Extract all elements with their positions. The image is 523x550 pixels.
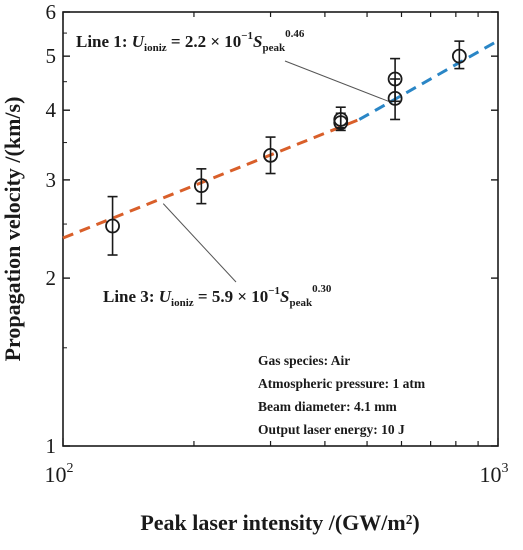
line1-label: Line 1: Uioniz = 2.2 × 10−1Speak0.46 (76, 28, 305, 54)
point-marker (105, 218, 120, 234)
point-marker (193, 178, 209, 194)
data-point (263, 136, 278, 175)
x-tick-label: 103 (480, 461, 509, 487)
line1-leader (284, 60, 389, 102)
y-axis-label: Propagation velocity /(km/s) (0, 97, 25, 362)
info-box: Gas species: Air Atmospheric pressure: 1… (258, 353, 426, 437)
data-point (105, 195, 120, 256)
data-points (105, 40, 467, 256)
point-marker (333, 115, 349, 131)
info-laser-energy: Output laser energy: 10 J (258, 422, 405, 437)
fit-line-line-1 (358, 39, 499, 121)
y-tick-label: 4 (46, 98, 57, 122)
x-tick-label: 102 (45, 461, 74, 487)
data-point (193, 168, 209, 205)
info-gas-species: Gas species: Air (258, 353, 350, 368)
data-point (451, 40, 467, 70)
y-tick-label: 5 (46, 44, 57, 68)
info-beam-diameter: Beam diameter: 4.1 mm (258, 399, 397, 414)
fit-line-line-3 (62, 118, 360, 240)
plot-frame (62, 11, 499, 447)
line3-leader (162, 203, 237, 283)
point-marker (387, 90, 403, 106)
y-tick-label: 1 (46, 434, 57, 458)
point-marker (451, 48, 467, 64)
label-leader-lines (162, 60, 389, 283)
x-axis-label: Peak laser intensity /(GW/m²) (140, 510, 419, 535)
data-point (387, 78, 403, 121)
y-tick-label: 3 (46, 168, 57, 192)
fit-lines (62, 39, 499, 240)
point-marker (263, 147, 278, 163)
y-tick-label: 6 (46, 0, 57, 24)
info-pressure: Atmospheric pressure: 1 atm (258, 376, 426, 391)
data-point (333, 112, 349, 132)
y-tick-label: 2 (46, 266, 57, 290)
line3-label: Line 3: Uioniz = 5.9 × 10−1Speak0.30 (103, 283, 332, 309)
axis-ticks: 1 2 3 4 5 6 102 103 (45, 0, 509, 487)
